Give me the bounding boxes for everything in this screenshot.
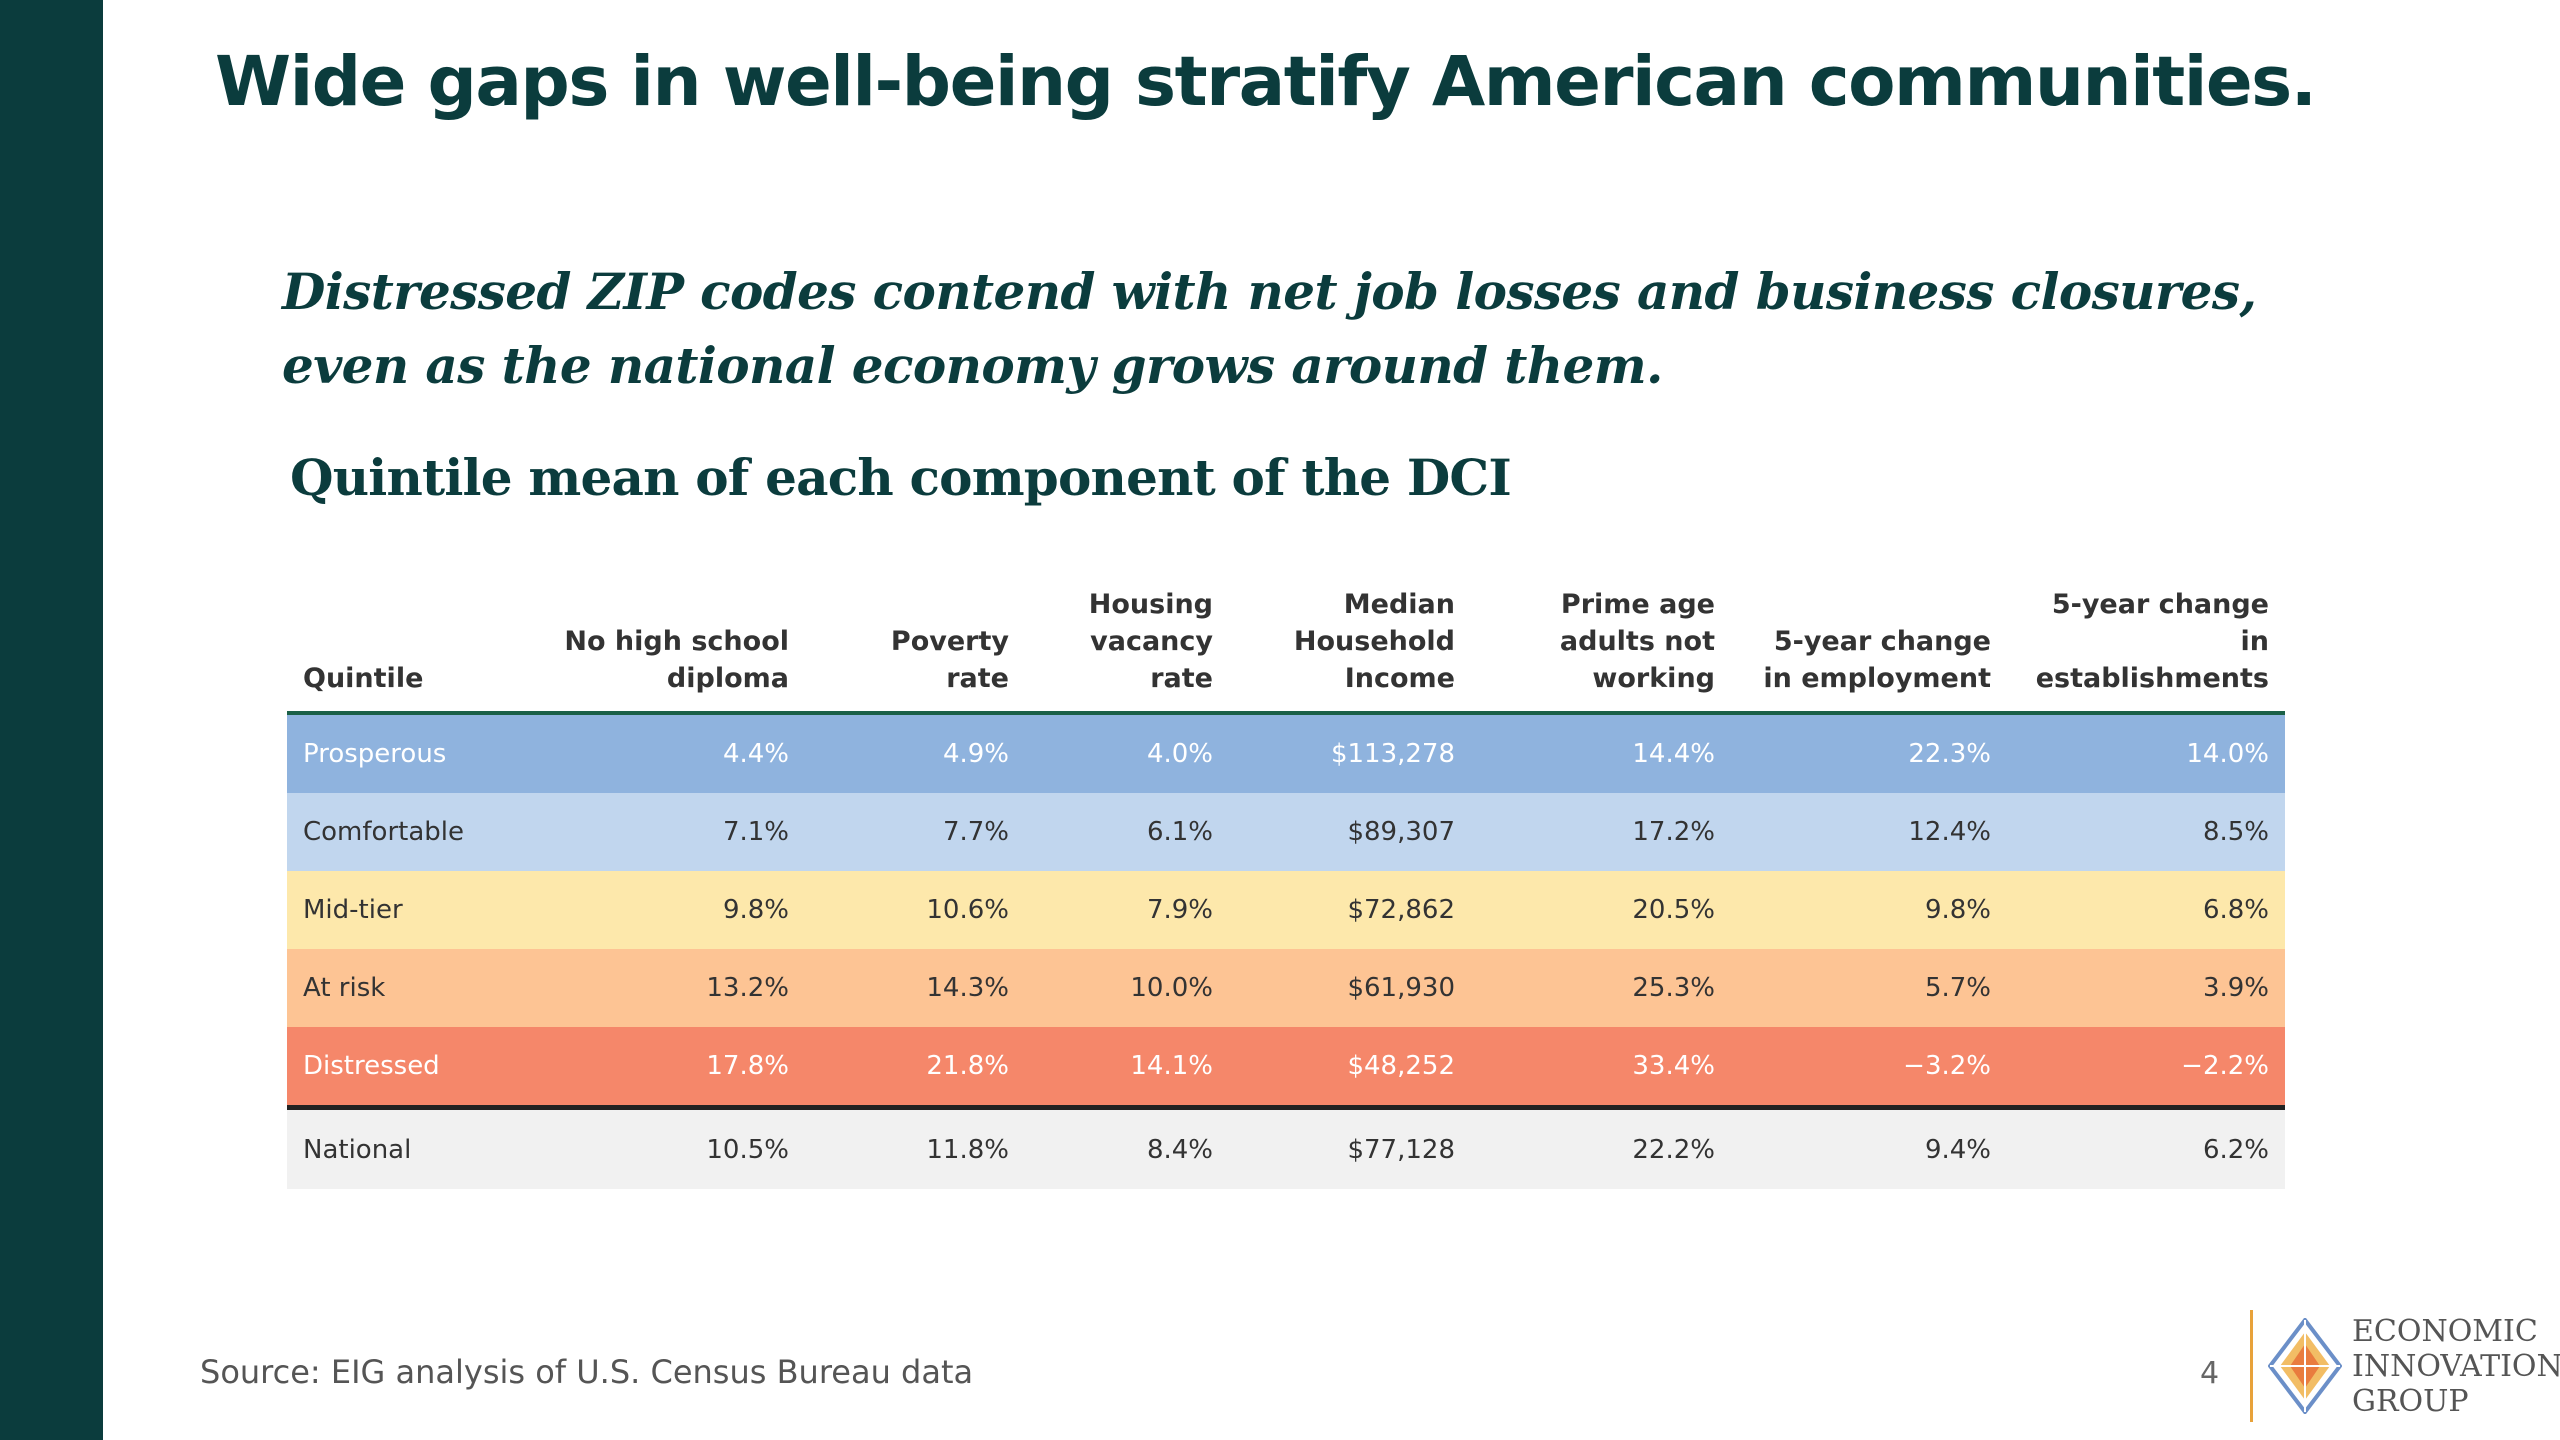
value-cell: 9.4% — [1731, 1105, 2007, 1189]
value-cell: 10.0% — [1130, 973, 1213, 1003]
value-cell: 4.4% — [722, 739, 789, 769]
value-cell: 13.2% — [706, 973, 789, 1003]
table-row: At risk 13.2% 14.3% 10.0% $61,930 25.3% 5.7% 3.… — [287, 949, 2285, 1027]
value-cell: −3.2% — [1903, 1051, 1991, 1081]
table-title: Quintile mean of each component of the D… — [290, 448, 1512, 507]
value-cell: 10.5% — [527, 1105, 805, 1189]
value-cell: 7.7% — [942, 817, 1009, 847]
value-cell: 6.1% — [1146, 817, 1213, 847]
value-cell: 17.8% — [706, 1051, 789, 1081]
value-cell: 7.9% — [1146, 895, 1213, 925]
eig-logo-text: ECONOMIC INNOVATION GROUP — [2352, 1314, 2560, 1419]
value-cell: 6.8% — [2202, 895, 2269, 925]
value-cell: 14.0% — [2186, 739, 2269, 769]
logo-divider — [2250, 1310, 2253, 1422]
value-cell: $61,930 — [1347, 973, 1455, 1003]
value-cell: 22.3% — [1908, 739, 1991, 769]
value-cell: 5.7% — [1924, 973, 1991, 1003]
row-label-cell: Mid-tier — [303, 895, 403, 925]
value-cell: 6.2% — [2007, 1105, 2285, 1189]
value-cell: 14.3% — [926, 973, 1009, 1003]
header-no-high-school: No high school diploma — [527, 577, 805, 715]
eig-diamond-logo-icon — [2267, 1316, 2343, 1416]
page-number: 4 — [2200, 1356, 2220, 1391]
value-cell: −2.2% — [2181, 1051, 2269, 1081]
value-cell: 14.1% — [1130, 1051, 1213, 1081]
value-cell: 20.5% — [1632, 895, 1715, 925]
value-cell: 8.5% — [2202, 817, 2269, 847]
value-cell: 22.2% — [1471, 1105, 1731, 1189]
value-cell: 25.3% — [1632, 973, 1715, 1003]
header-establishment-change: 5-year change in establishments — [2007, 577, 2285, 715]
value-cell: $48,252 — [1347, 1051, 1455, 1081]
value-cell: $89,307 — [1347, 817, 1455, 847]
value-cell: 4.0% — [1146, 739, 1213, 769]
value-cell: $77,128 — [1229, 1105, 1471, 1189]
value-cell: 17.2% — [1632, 817, 1715, 847]
row-label-cell: National — [287, 1105, 527, 1189]
header-housing-vacancy: Housing vacancy rate — [1025, 577, 1229, 715]
slide-title: Wide gaps in well-being stratify America… — [215, 42, 2317, 122]
row-label-cell: Prosperous — [303, 739, 447, 769]
value-cell: 33.4% — [1632, 1051, 1715, 1081]
value-cell: $113,278 — [1330, 739, 1455, 769]
dci-quintile-table: Quintile No high school diploma Poverty … — [287, 577, 2285, 1189]
logo-line-3: GROUP — [2352, 1384, 2469, 1419]
value-cell: 4.9% — [942, 739, 1009, 769]
logo-line-2: INNOVATION — [2352, 1349, 2560, 1384]
source-note: Source: EIG analysis of U.S. Census Bure… — [200, 1353, 974, 1391]
value-cell: 21.8% — [926, 1051, 1009, 1081]
row-label-cell: Distressed — [303, 1051, 440, 1081]
value-cell: 3.9% — [2202, 973, 2269, 1003]
value-cell: 14.4% — [1632, 739, 1715, 769]
value-cell: 8.4% — [1025, 1105, 1229, 1189]
header-poverty-rate: Poverty rate — [805, 577, 1025, 715]
value-cell: 12.4% — [1908, 817, 1991, 847]
table-row: Comfortable 7.1% 7.7% 6.1% $89,307 17.2% 12.4%… — [287, 793, 2285, 871]
value-cell: $72,862 — [1347, 895, 1455, 925]
value-cell: 9.8% — [1924, 895, 1991, 925]
table-row: Prosperous 4.4% 4.9% 4.0% $113,278 14.4% 22.3%… — [287, 713, 2285, 793]
header-quintile: Quintile — [287, 577, 527, 715]
row-label-cell: Comfortable — [303, 817, 464, 847]
side-accent-bar — [0, 0, 103, 1440]
value-cell: 10.6% — [926, 895, 1009, 925]
table-header-row: Quintile No high school diploma Poverty … — [287, 577, 2285, 715]
header-prime-age-not-working: Prime age adults not working — [1471, 577, 1731, 715]
value-cell: 11.8% — [805, 1105, 1025, 1189]
header-employment-change: 5-year change in employment — [1731, 577, 2007, 715]
value-cell: 9.8% — [722, 895, 789, 925]
header-median-income: Median Household Income — [1229, 577, 1471, 715]
table-row: Distressed 17.8% 21.8% 14.1% $48,252 33.4% −3.… — [287, 1027, 2285, 1108]
table-row: National 10.5% 11.8% 8.4% $77,128 22.2% 9.4% 6.… — [287, 1105, 2285, 1189]
slide-subtitle: Distressed ZIP codes contend with net jo… — [282, 262, 2257, 395]
row-label-cell: At risk — [303, 973, 386, 1003]
value-cell: 7.1% — [722, 817, 789, 847]
logo-line-1: ECONOMIC — [2352, 1314, 2538, 1349]
table-body: Prosperous 4.4% 4.9% 4.0% $113,278 14.4% 22.3%… — [287, 713, 2285, 1189]
table-row: Mid-tier 9.8% 10.6% 7.9% $72,862 20.5% 9.8% 6.8… — [287, 871, 2285, 949]
